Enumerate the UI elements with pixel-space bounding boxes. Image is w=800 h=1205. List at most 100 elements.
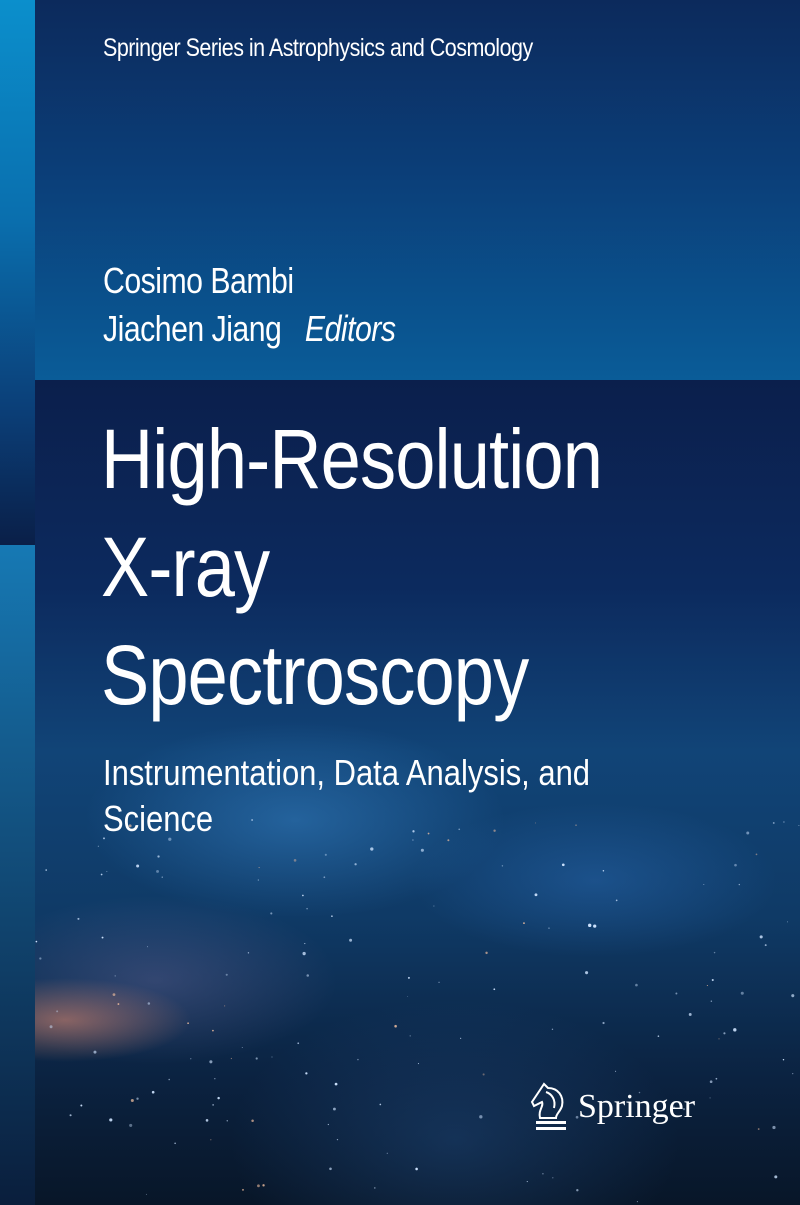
star: [386, 1152, 388, 1154]
star: [772, 822, 775, 824]
star: [798, 825, 800, 826]
star: [270, 912, 273, 915]
star: [146, 946, 149, 948]
star: [212, 1029, 214, 1032]
star: [56, 1010, 59, 1013]
star: [93, 1050, 97, 1054]
editor-line: Jiachen Jiang Editors: [103, 308, 396, 350]
star: [251, 1119, 254, 1123]
star: [225, 973, 228, 976]
star: [551, 1028, 554, 1030]
left-accent-strip-lower: [0, 545, 35, 1205]
star: [759, 935, 763, 939]
subtitle-line: Science: [103, 798, 214, 839]
star: [787, 921, 788, 923]
star: [675, 992, 678, 995]
star: [101, 936, 104, 939]
star: [379, 1103, 382, 1106]
star: [333, 1107, 336, 1111]
star: [157, 855, 160, 858]
star: [247, 952, 250, 954]
star: [271, 1056, 273, 1058]
star: [323, 876, 326, 879]
chess-knight-icon: [530, 1082, 566, 1130]
star: [415, 1167, 418, 1171]
star: [109, 1118, 113, 1122]
editors-role: Editors: [304, 308, 396, 349]
star: [156, 869, 160, 873]
star: [334, 1082, 338, 1086]
star: [242, 1188, 244, 1191]
star: [458, 828, 461, 831]
star: [103, 837, 105, 840]
star: [740, 991, 744, 995]
star: [774, 1175, 778, 1179]
star: [585, 971, 589, 975]
star: [733, 1028, 737, 1032]
star: [168, 1078, 170, 1081]
star: [682, 1108, 686, 1111]
star: [129, 1123, 133, 1127]
star: [427, 832, 430, 835]
star: [542, 1173, 544, 1175]
star: [35, 940, 38, 943]
star: [209, 1060, 213, 1064]
star: [635, 983, 638, 987]
star: [575, 824, 577, 826]
star: [212, 1104, 214, 1106]
star: [297, 1042, 300, 1045]
star: [688, 1013, 692, 1016]
star: [354, 863, 357, 866]
star: [168, 837, 172, 841]
star: [588, 923, 592, 928]
star: [394, 1024, 397, 1028]
star: [39, 957, 42, 960]
star: [217, 1096, 220, 1100]
star: [412, 839, 414, 841]
star: [703, 883, 705, 885]
star: [482, 1073, 485, 1076]
star: [117, 1003, 120, 1005]
star: [672, 1106, 676, 1109]
star: [657, 1035, 660, 1037]
star: [447, 839, 450, 842]
top-panel: [35, 0, 800, 380]
star: [715, 1077, 718, 1080]
star: [136, 864, 140, 868]
series-title: Springer Series in Astrophysics and Cosm…: [103, 34, 533, 62]
star: [710, 1000, 713, 1002]
star: [226, 1120, 228, 1122]
star: [112, 993, 116, 996]
star: [255, 1057, 258, 1060]
star: [723, 1032, 726, 1035]
star: [485, 951, 488, 955]
star: [161, 876, 163, 878]
star: [100, 873, 103, 876]
star: [593, 924, 597, 928]
star: [302, 951, 306, 956]
star: [548, 927, 550, 929]
star: [417, 1062, 420, 1065]
star: [306, 974, 310, 977]
star: [646, 1112, 650, 1116]
star: [224, 1005, 226, 1007]
star: [151, 1090, 155, 1094]
star: [80, 1104, 83, 1107]
star: [746, 831, 750, 835]
star: [305, 1072, 308, 1075]
star: [409, 1035, 411, 1037]
star: [638, 1091, 641, 1094]
star: [293, 859, 297, 862]
star: [709, 1080, 713, 1084]
star: [792, 1073, 794, 1075]
star: [145, 1193, 147, 1195]
star: [251, 819, 254, 821]
star: [49, 1025, 53, 1029]
star: [738, 883, 740, 886]
star: [331, 915, 333, 917]
star: [535, 822, 537, 824]
star: [412, 830, 415, 833]
star: [602, 1021, 605, 1025]
star: [757, 1128, 760, 1130]
